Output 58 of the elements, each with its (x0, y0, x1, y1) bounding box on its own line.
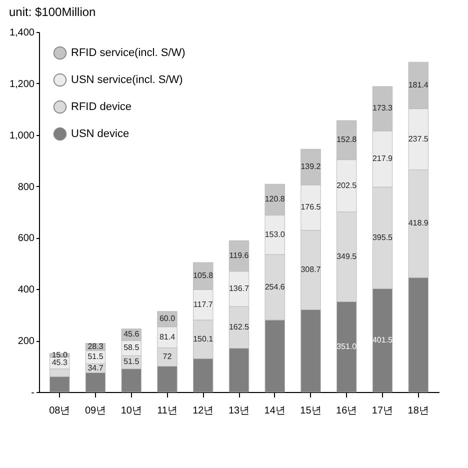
x-tick-label: 11년 (157, 406, 178, 416)
data-label: 351.0 (336, 342, 358, 351)
x-tick-label: 14년 (264, 406, 286, 416)
x-tick-label: 16년 (336, 406, 358, 416)
y-tick-label: 1,000 (9, 130, 35, 142)
x-tick-label: 08년 (49, 406, 70, 416)
data-label: 81.4 (159, 332, 176, 342)
legend-label: RFID device (71, 101, 132, 113)
data-label: 237.5 (408, 134, 429, 144)
data-label: 202.5 (336, 180, 358, 190)
data-label: 60.0 (159, 314, 176, 324)
data-label: 150.1 (193, 334, 214, 344)
x-tick-label: 17년 (372, 406, 394, 416)
y-tick-label: - (31, 388, 34, 398)
x-tick-label: 09년 (84, 406, 106, 416)
data-label: 173.3 (372, 104, 394, 113)
data-label: 139.2 (300, 162, 322, 172)
data-label: 217.9 (372, 154, 394, 164)
data-label: 72 (162, 352, 172, 362)
data-label: 120.8 (264, 194, 286, 204)
data-label: 308.7 (300, 265, 322, 274)
y-tick-label: 1,400 (9, 28, 35, 38)
data-label: 45.6 (124, 330, 140, 339)
data-label: 401.5 (372, 335, 394, 344)
legend-label: RFID service(incl. S/W) (71, 47, 186, 59)
data-label: 162.5 (228, 322, 250, 332)
x-tick-label: 15년 (300, 406, 322, 416)
data-label: 153.0 (264, 230, 286, 239)
y-tick-label: 400 (18, 284, 35, 296)
y-tick-label: 200 (18, 336, 35, 348)
chart-title: unit: $100Million (9, 5, 96, 19)
data-label: 395.5 (372, 232, 394, 242)
data-label: 105.8 (193, 271, 214, 280)
data-label: 58.5 (124, 343, 140, 352)
data-label: 136.7 (228, 284, 250, 293)
y-tick-label: 600 (18, 233, 35, 244)
data-label: 34.7 (88, 363, 104, 372)
x-tick-label: 13년 (228, 406, 250, 416)
legend-label: USN service(incl. S/W) (71, 74, 183, 86)
x-tick-label: 12년 (192, 406, 214, 416)
legend-label: USN device (71, 128, 130, 140)
y-tick-label: 1,200 (9, 78, 35, 90)
x-tick-label: 10년 (120, 406, 142, 416)
data-label: 15.0 (52, 350, 68, 360)
data-label: 418.9 (408, 218, 429, 228)
data-label: 51.5 (124, 357, 140, 366)
data-label: 28.3 (88, 342, 104, 351)
x-tick-label: 18년 (408, 406, 429, 416)
data-label: 117.7 (193, 300, 214, 309)
data-label: 152.8 (336, 135, 358, 144)
data-label: 176.5 (300, 202, 322, 212)
data-label: 119.6 (229, 250, 250, 260)
data-label: 51.5 (88, 352, 104, 362)
data-label: 349.5 (336, 252, 358, 261)
data-label: 45.3 (52, 358, 68, 368)
data-label: 254.6 (264, 282, 286, 292)
data-label: 181.4 (408, 80, 429, 90)
y-tick-label: 800 (18, 182, 35, 193)
